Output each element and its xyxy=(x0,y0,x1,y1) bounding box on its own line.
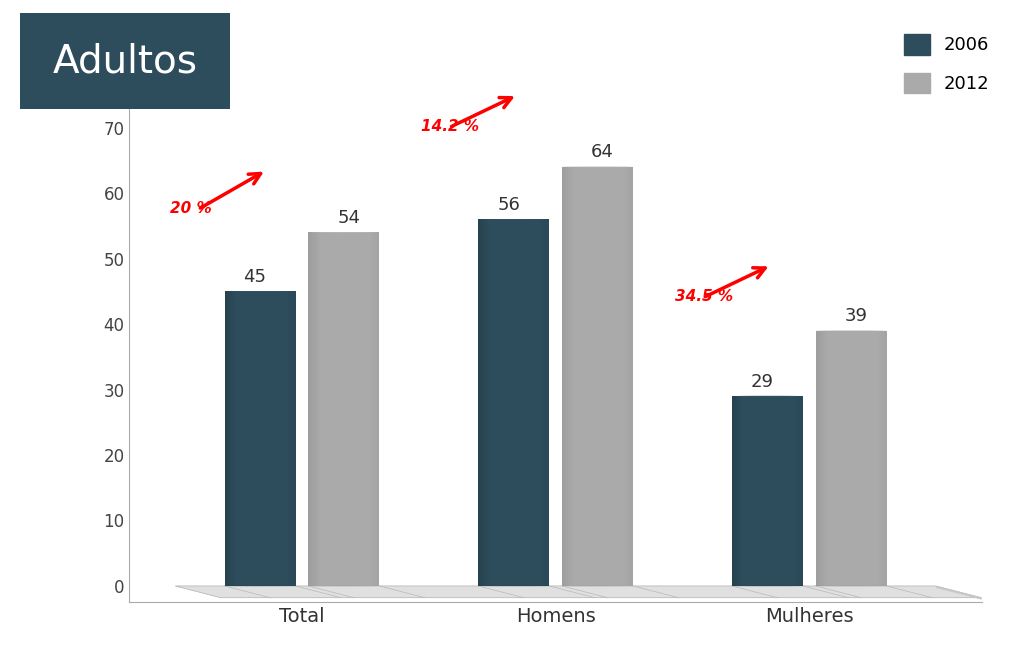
Bar xyxy=(316,233,318,586)
Bar xyxy=(738,396,740,586)
Bar xyxy=(736,396,738,586)
Bar xyxy=(800,396,803,586)
Bar xyxy=(224,292,226,586)
Bar xyxy=(308,233,379,586)
Bar xyxy=(740,396,742,586)
Bar xyxy=(372,233,374,586)
Bar xyxy=(570,167,572,586)
Text: 54: 54 xyxy=(337,209,360,227)
Bar xyxy=(882,330,884,586)
Y-axis label: %: % xyxy=(73,34,92,53)
Bar xyxy=(478,219,549,586)
Bar xyxy=(817,330,820,586)
Bar xyxy=(824,330,826,586)
Bar xyxy=(308,233,310,586)
Bar xyxy=(625,167,628,586)
Bar xyxy=(233,292,236,586)
Bar xyxy=(293,292,296,586)
Bar xyxy=(314,233,316,586)
Text: 39: 39 xyxy=(845,307,867,325)
Bar xyxy=(820,330,822,586)
Bar xyxy=(562,167,564,586)
Bar xyxy=(879,330,882,586)
Bar xyxy=(484,219,486,586)
Bar xyxy=(290,292,293,586)
Bar xyxy=(564,167,566,586)
Bar xyxy=(795,396,798,586)
Bar xyxy=(798,396,800,586)
Bar xyxy=(793,396,795,586)
Bar xyxy=(486,219,488,586)
Text: 14.2 %: 14.2 % xyxy=(421,119,479,134)
Bar xyxy=(732,396,803,586)
Bar xyxy=(884,330,887,586)
Bar xyxy=(623,167,625,586)
Bar xyxy=(480,219,482,586)
Text: 29: 29 xyxy=(751,373,774,391)
Text: 56: 56 xyxy=(498,196,520,214)
Text: 45: 45 xyxy=(244,268,266,286)
Bar xyxy=(482,219,484,586)
Bar xyxy=(310,233,312,586)
Bar xyxy=(568,167,570,586)
Bar xyxy=(815,330,887,586)
Bar xyxy=(734,396,736,586)
Legend: 2006, 2012: 2006, 2012 xyxy=(904,34,989,93)
Bar xyxy=(628,167,630,586)
Bar xyxy=(539,219,542,586)
Text: 20 %: 20 % xyxy=(170,201,212,216)
Bar xyxy=(228,292,231,586)
Bar xyxy=(732,396,734,586)
Bar xyxy=(369,233,372,586)
Bar xyxy=(544,219,547,586)
Polygon shape xyxy=(936,586,982,600)
Bar xyxy=(822,330,824,586)
Bar xyxy=(285,292,288,586)
Bar xyxy=(226,292,228,586)
Text: 34.5 %: 34.5 % xyxy=(675,290,733,305)
Bar xyxy=(542,219,544,586)
Bar xyxy=(630,167,633,586)
Bar xyxy=(288,292,290,586)
Bar xyxy=(374,233,377,586)
Bar xyxy=(231,292,233,586)
Text: 64: 64 xyxy=(591,143,614,161)
Bar xyxy=(377,233,379,586)
Bar xyxy=(876,330,879,586)
Polygon shape xyxy=(175,586,982,598)
Text: Adultos: Adultos xyxy=(52,42,198,81)
Bar xyxy=(224,292,296,586)
Bar xyxy=(562,167,633,586)
Bar xyxy=(478,219,480,586)
Bar xyxy=(566,167,568,586)
Bar xyxy=(312,233,314,586)
Bar xyxy=(815,330,817,586)
Bar xyxy=(547,219,549,586)
